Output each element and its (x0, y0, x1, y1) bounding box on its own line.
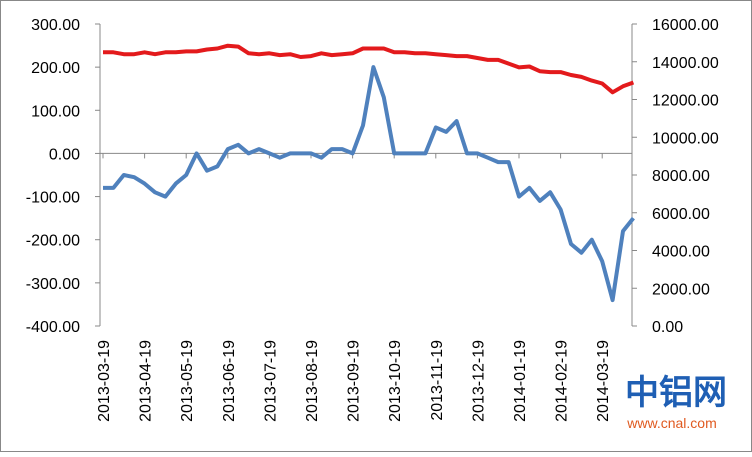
y2-tick-label: 12000.00 (652, 93, 719, 110)
x-tick-label: 2013-06-19 (221, 340, 238, 422)
x-tick-label: 2013-11-19 (429, 340, 446, 421)
x-tick-label: 2014-03-19 (595, 340, 612, 422)
y-tick-label: 0.00 (49, 146, 80, 163)
y2-tick-label: 16000.00 (652, 17, 719, 34)
y-tick-label: -300.00 (26, 276, 80, 293)
y2-tick-label: 8000.00 (652, 168, 710, 185)
watermark: 中铝网 (625, 374, 727, 412)
y2-tick-label: 6000.00 (652, 206, 710, 223)
y-tick-label: 100.00 (31, 103, 80, 120)
x-tick-label: 2014-01-19 (512, 340, 529, 422)
y-tick-label: -200.00 (26, 233, 80, 250)
y-tick-label: -400.00 (26, 319, 80, 336)
x-tick-label: 2013-12-19 (470, 340, 487, 422)
series-line (103, 43, 635, 95)
x-tick-label: 2013-09-19 (346, 340, 363, 422)
x-tick-label: 2013-07-19 (262, 340, 279, 422)
y2-tick-label: 2000.00 (652, 281, 710, 298)
watermark-url: www.cnal.com (626, 415, 716, 431)
series-line (103, 65, 635, 303)
y2-tick-label: 4000.00 (652, 244, 710, 261)
y2-tick-label: 10000.00 (652, 130, 719, 147)
y2-tick-label: 0.00 (652, 319, 683, 336)
y-tick-label: 300.00 (31, 17, 80, 34)
x-tick-label: 2013-04-19 (138, 340, 155, 422)
y-tick-label: -100.00 (26, 190, 80, 207)
x-tick-label: 2013-03-19 (96, 340, 113, 422)
x-tick-label: 2013-10-19 (387, 340, 404, 422)
x-tick-label: 2013-08-19 (304, 340, 321, 422)
x-tick-label: 2013-05-19 (179, 340, 196, 422)
y-tick-label: 200.00 (31, 60, 80, 77)
x-tick-label: 2014-02-19 (554, 340, 571, 422)
y2-tick-label: 14000.00 (652, 55, 719, 72)
